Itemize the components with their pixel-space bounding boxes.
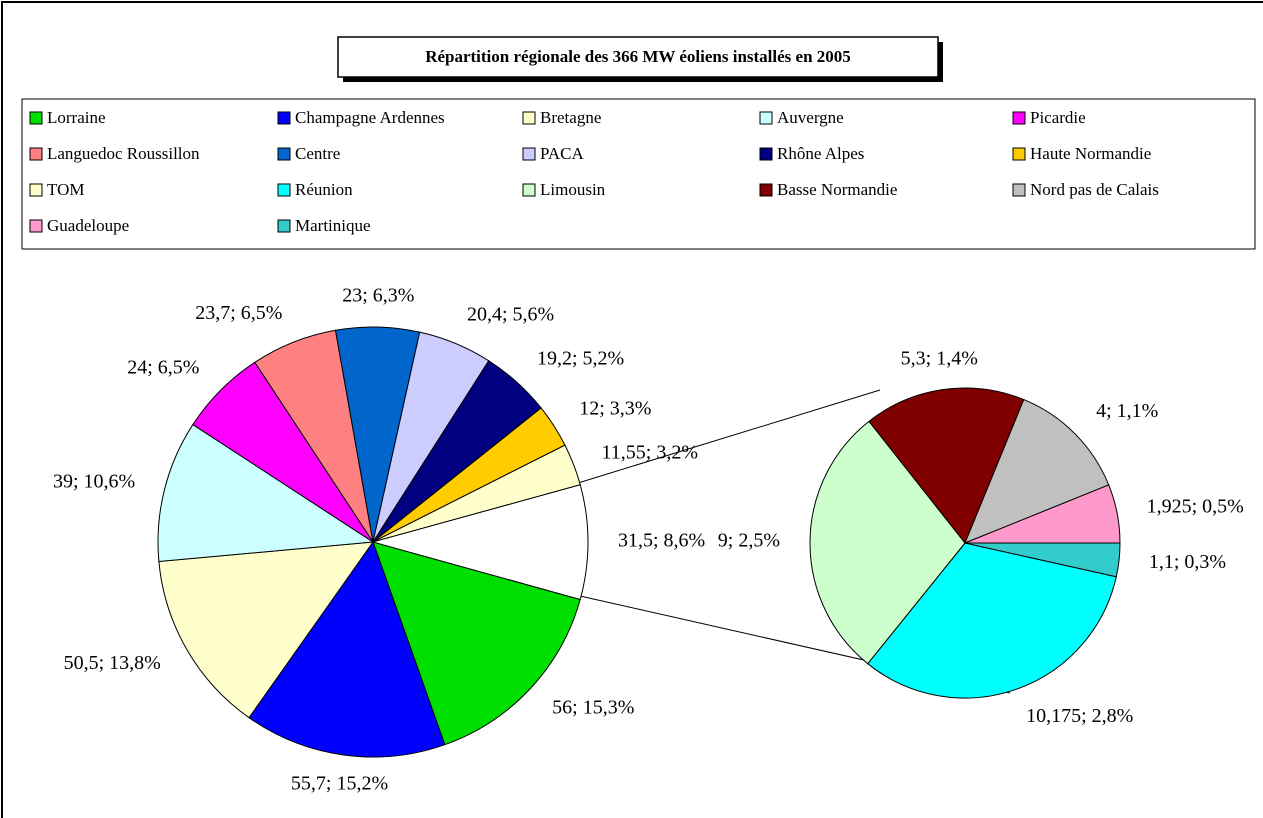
pie-slice: [248, 540, 446, 758]
pie-slice: [867, 542, 1117, 699]
data-label: 55,7; 15,2%: [291, 772, 388, 794]
pie-slice: [372, 541, 581, 746]
legend-label: Lorraine: [47, 108, 106, 127]
legend-label: Auvergne: [777, 108, 844, 127]
pie-slice: [964, 398, 1110, 544]
data-label: 4; 1,1%: [1096, 400, 1158, 422]
data-label: 24; 6,5%: [127, 357, 199, 379]
data-label: 1,1; 0,3%: [1149, 551, 1226, 573]
pie-slice: [158, 541, 375, 719]
title-box: [337, 36, 939, 78]
legend-label: Nord pas de Calais: [1030, 180, 1159, 199]
pie-slice: [868, 387, 1025, 544]
data-label: 19,2; 5,2%: [537, 348, 624, 370]
legend-label: Basse Normandie: [777, 180, 897, 199]
legend-label: Guadeloupe: [47, 216, 129, 235]
legend-swatch: [277, 147, 291, 161]
legend-swatch: [29, 183, 43, 197]
data-label: 39; 10,6%: [53, 471, 135, 493]
legend-swatch: [29, 219, 43, 233]
legend-label: Bretagne: [540, 108, 601, 127]
legend-swatch: [1012, 111, 1026, 125]
legend-swatch: [277, 219, 291, 233]
data-label: 50,5; 13,8%: [64, 652, 161, 674]
legend-swatch: [29, 111, 43, 125]
pie-slice: [371, 484, 589, 601]
legend-label: Picardie: [1030, 108, 1086, 127]
legend-swatch: [29, 147, 43, 161]
chart-title: Répartition régionale des 366 MW éoliens…: [425, 47, 851, 66]
legend-label: TOM: [47, 180, 84, 199]
data-label: 9; 2,5%: [718, 530, 780, 552]
legend-label: Centre: [295, 144, 340, 163]
legend-label: Languedoc Roussillon: [47, 144, 200, 163]
data-label: 23,7; 6,5%: [195, 302, 282, 324]
legend-box: [21, 98, 1256, 250]
data-label: 12; 3,3%: [579, 397, 651, 419]
legend-label: Haute Normandie: [1030, 144, 1151, 163]
legend-label: Limousin: [540, 180, 606, 199]
data-label: 31,5; 8,6%: [618, 530, 705, 552]
legend-label: Champagne Ardennes: [295, 108, 445, 127]
legend-swatch: [522, 183, 536, 197]
legend-swatch: [759, 111, 773, 125]
pie-slice: [964, 542, 1121, 578]
legend-label: Martinique: [295, 216, 371, 235]
legend-swatch: [759, 183, 773, 197]
legend-label: Réunion: [295, 180, 353, 199]
legend-swatch: [277, 183, 291, 197]
legend-swatch: [522, 111, 536, 125]
data-label: 23; 6,3%: [342, 285, 414, 307]
legend-swatch: [522, 147, 536, 161]
data-label: 20,4; 5,6%: [467, 303, 554, 325]
legend-swatch: [1012, 183, 1026, 197]
data-label: 10,175; 2,8%: [1026, 705, 1133, 727]
connector-line: [577, 389, 881, 484]
pie-slice: [157, 423, 375, 563]
legend-swatch: [759, 147, 773, 161]
data-label: 5,3; 1,4%: [901, 347, 978, 369]
pie-slice: [809, 420, 966, 665]
legend-label: PACA: [540, 144, 585, 163]
data-label: 11,55; 3,2%: [602, 441, 698, 463]
legend-swatch: [277, 111, 291, 125]
data-label: 1,925; 0,5%: [1147, 495, 1244, 517]
legend-swatch: [1012, 147, 1026, 161]
legend-label: Rhône Alpes: [777, 144, 864, 163]
data-label: 56; 15,3%: [552, 697, 634, 719]
